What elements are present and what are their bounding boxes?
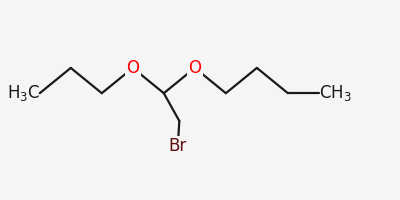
Text: O: O <box>188 59 201 77</box>
Text: O: O <box>126 59 139 77</box>
Text: CH$_3$: CH$_3$ <box>319 83 352 103</box>
Text: H$_3$C: H$_3$C <box>6 83 40 103</box>
Text: Br: Br <box>169 137 187 155</box>
